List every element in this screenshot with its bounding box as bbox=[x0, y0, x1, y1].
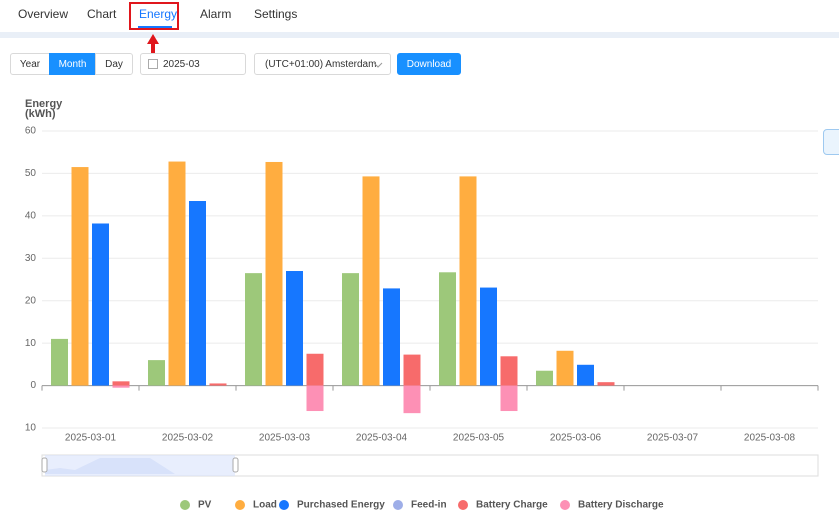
y-tick-label: 60 bbox=[25, 126, 37, 137]
highlight-box bbox=[129, 2, 179, 30]
y-tick-label: 10 bbox=[25, 338, 37, 349]
bar bbox=[383, 288, 400, 386]
bar bbox=[209, 383, 227, 386]
x-tick-label: 2025-03-06 bbox=[550, 433, 602, 444]
x-tick-label: 2025-03-03 bbox=[259, 433, 311, 444]
bar bbox=[597, 382, 615, 386]
y-tick-label: 20 bbox=[25, 295, 37, 306]
timezone-select[interactable]: (UTC+01:00) Amsterdam bbox=[254, 53, 391, 75]
x-tick-label: 2025-03-04 bbox=[356, 433, 408, 444]
y-axis-title: Energy (kWh) bbox=[25, 98, 63, 120]
zoom-handle[interactable] bbox=[41, 457, 48, 473]
bar bbox=[500, 356, 518, 386]
x-tick-label: 2025-03-07 bbox=[647, 433, 699, 444]
y-tick-label: 40 bbox=[25, 210, 37, 221]
bar bbox=[265, 161, 283, 386]
select-arrow bbox=[373, 62, 383, 68]
bar bbox=[306, 385, 324, 412]
bar bbox=[536, 370, 553, 386]
bar bbox=[306, 353, 324, 386]
bar bbox=[403, 385, 421, 414]
legend-label: Battery Charge bbox=[476, 500, 548, 511]
legend-label: Load bbox=[253, 500, 277, 511]
bar bbox=[286, 271, 303, 386]
y-tick-label: 50 bbox=[25, 168, 37, 179]
y-tick-label: 0 bbox=[30, 380, 36, 391]
legend-label: Purchased Energy bbox=[297, 500, 385, 511]
legend-marker bbox=[279, 500, 289, 510]
bar bbox=[51, 338, 68, 386]
zoom-handle[interactable] bbox=[232, 457, 239, 473]
bar bbox=[439, 272, 456, 386]
bar bbox=[112, 385, 130, 388]
bar bbox=[500, 385, 518, 412]
x-tick-label: 2025-03-01 bbox=[65, 433, 117, 444]
legend-label: PV bbox=[198, 500, 212, 511]
tab[interactable]: Settings bbox=[254, 7, 298, 21]
x-tick-label: 2025-03-05 bbox=[453, 433, 505, 444]
bar bbox=[148, 360, 165, 386]
x-tick-label: 2025-03-08 bbox=[744, 433, 796, 444]
bar bbox=[577, 364, 594, 386]
bar bbox=[245, 273, 262, 386]
refresh-button[interactable] bbox=[823, 129, 839, 155]
bar bbox=[556, 350, 574, 386]
bar bbox=[189, 201, 206, 386]
bar bbox=[71, 167, 89, 386]
y-tick-label: 30 bbox=[25, 253, 37, 264]
legend-marker bbox=[235, 500, 245, 510]
x-tick-label: 2025-03-02 bbox=[162, 433, 214, 444]
bar bbox=[168, 161, 186, 386]
tab[interactable]: Alarm bbox=[200, 7, 232, 21]
tab[interactable]: Overview bbox=[18, 7, 69, 21]
period-button[interactable]: Day bbox=[95, 53, 133, 75]
legend-label: Battery Discharge bbox=[578, 500, 664, 511]
date-value: 2025-03 bbox=[163, 59, 200, 70]
active-underline bbox=[138, 26, 172, 28]
tab-active[interactable]: Energy bbox=[139, 7, 178, 21]
tab[interactable]: Chart bbox=[87, 7, 117, 21]
tab-strip bbox=[0, 32, 839, 38]
bar bbox=[362, 176, 380, 386]
timezone-value: (UTC+01:00) Amsterdam bbox=[265, 59, 377, 70]
legend-marker bbox=[458, 500, 468, 510]
bar bbox=[480, 287, 497, 386]
bar bbox=[403, 354, 421, 386]
y-tick-label: 10 bbox=[25, 423, 37, 434]
highlight-arrow bbox=[147, 34, 159, 56]
legend-marker bbox=[393, 500, 403, 510]
legend-label: Feed-in bbox=[411, 500, 447, 511]
bar bbox=[112, 381, 130, 386]
bar bbox=[342, 273, 359, 386]
date-picker[interactable]: 2025-03 bbox=[140, 53, 246, 75]
legend-marker bbox=[180, 500, 190, 510]
legend-marker bbox=[560, 500, 570, 510]
calendar-icon bbox=[148, 59, 158, 69]
bar bbox=[92, 223, 109, 386]
zoom-window[interactable] bbox=[45, 455, 235, 476]
download-button[interactable]: Download bbox=[397, 53, 461, 75]
bar bbox=[459, 176, 477, 386]
